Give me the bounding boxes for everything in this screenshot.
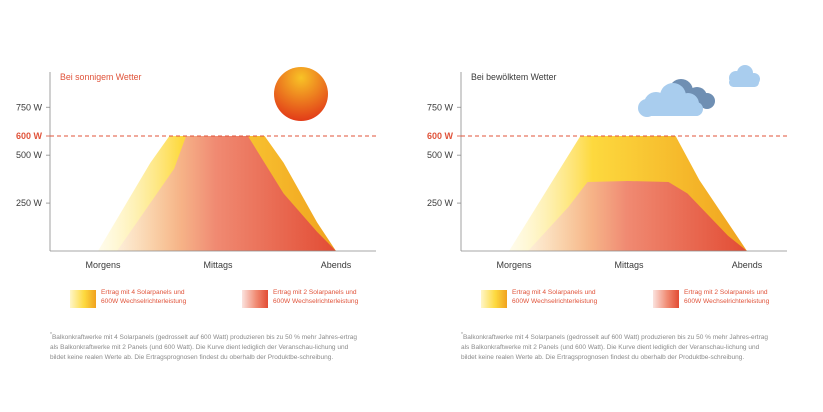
legend-label-2-panels-line1: Ertrag mit 2 Solarpanels und	[273, 289, 357, 296]
y-tick-label: 750 W	[427, 102, 454, 112]
y-tick-label: 600 W	[16, 131, 43, 141]
y-tick-label: 250 W	[427, 198, 454, 208]
legend-swatch-4-panels	[70, 290, 96, 308]
sun-icon	[274, 67, 328, 121]
x-category-label: Morgens	[496, 260, 532, 270]
y-tick-label: 600 W	[427, 131, 454, 141]
y-tick-label: 250 W	[16, 198, 43, 208]
chart-title: Bei sonnigem Wetter	[60, 72, 142, 82]
x-category-label: Morgens	[85, 260, 121, 270]
x-category-label: Abends	[732, 260, 763, 270]
legend-swatch-2-panels	[653, 290, 679, 308]
chart-sunny: 250 W 500 W 600 W 750 W Morgens Mittags Abends…	[16, 67, 376, 270]
chart-cloudy: 250 W 500 W 600 W 750 W Morgens Mittags Abends…	[427, 65, 787, 270]
x-category-label: Mittags	[203, 260, 233, 270]
legend-label-2-panels: Ertrag mit 2 Solarpanels und 600W Wechse…	[684, 288, 804, 306]
legend-label-2-panels: Ertrag mit 2 Solarpanels und 600W Wechse…	[273, 288, 393, 306]
legend-label-4-panels-line1: Ertrag mit 4 Solarpanels und	[512, 289, 596, 296]
legend-label-4-panels: Ertrag mit 4 Solarpanels und 600W Wechse…	[512, 288, 632, 306]
legend-sunny: Ertrag mit 4 Solarpanels und 600W Wechse…	[70, 288, 400, 312]
x-category-label: Abends	[321, 260, 352, 270]
legend-label-4-panels: Ertrag mit 4 Solarpanels und 600W Wechse…	[101, 288, 221, 306]
legend-label-4-panels-line1: Ertrag mit 4 Solarpanels und	[101, 289, 185, 296]
footnote-cloudy: *Balkonkraftwerke mit 4 Solarpanels (ged…	[461, 330, 773, 364]
area-2-panels	[117, 136, 336, 251]
y-tick-label: 500 W	[16, 150, 43, 160]
legend-swatch-4-panels	[481, 290, 507, 308]
x-category-label: Mittags	[614, 260, 644, 270]
footnote-text: Balkonkraftwerke mit 4 Solarpanels (gedr…	[461, 334, 768, 362]
footnote-text: Balkonkraftwerke mit 4 Solarpanels (gedr…	[50, 334, 357, 362]
area-2-panels	[528, 181, 747, 251]
chart-panel-cloudy: 250 W 500 W 600 W 750 W Morgens Mittags Abends…	[411, 0, 822, 412]
legend-cloudy: Ertrag mit 4 Solarpanels und 600W Wechse…	[481, 288, 811, 312]
legend-label-4-panels-line2: 600W Wechselrichterleistung	[101, 298, 187, 305]
y-tick-label: 750 W	[16, 102, 43, 112]
legend-swatch-2-panels	[242, 290, 268, 308]
legend-label-2-panels-line1: Ertrag mit 2 Solarpanels und	[684, 289, 768, 296]
y-tick-label: 500 W	[427, 150, 454, 160]
footnote-sunny: *Balkonkraftwerke mit 4 Solarpanels (ged…	[50, 330, 362, 364]
chart-title: Bei bewölktem Wetter	[471, 72, 556, 82]
clouds-icon	[638, 65, 760, 117]
footnote-marker: *	[50, 332, 52, 338]
footnote-marker: *	[461, 332, 463, 338]
legend-label-2-panels-line2: 600W Wechselrichterleistung	[684, 298, 770, 305]
chart-panel-sunny: 250 W 500 W 600 W 750 W Morgens Mittags Abends…	[0, 0, 411, 412]
legend-label-4-panels-line2: 600W Wechselrichterleistung	[512, 298, 598, 305]
legend-label-2-panels-line2: 600W Wechselrichterleistung	[273, 298, 359, 305]
